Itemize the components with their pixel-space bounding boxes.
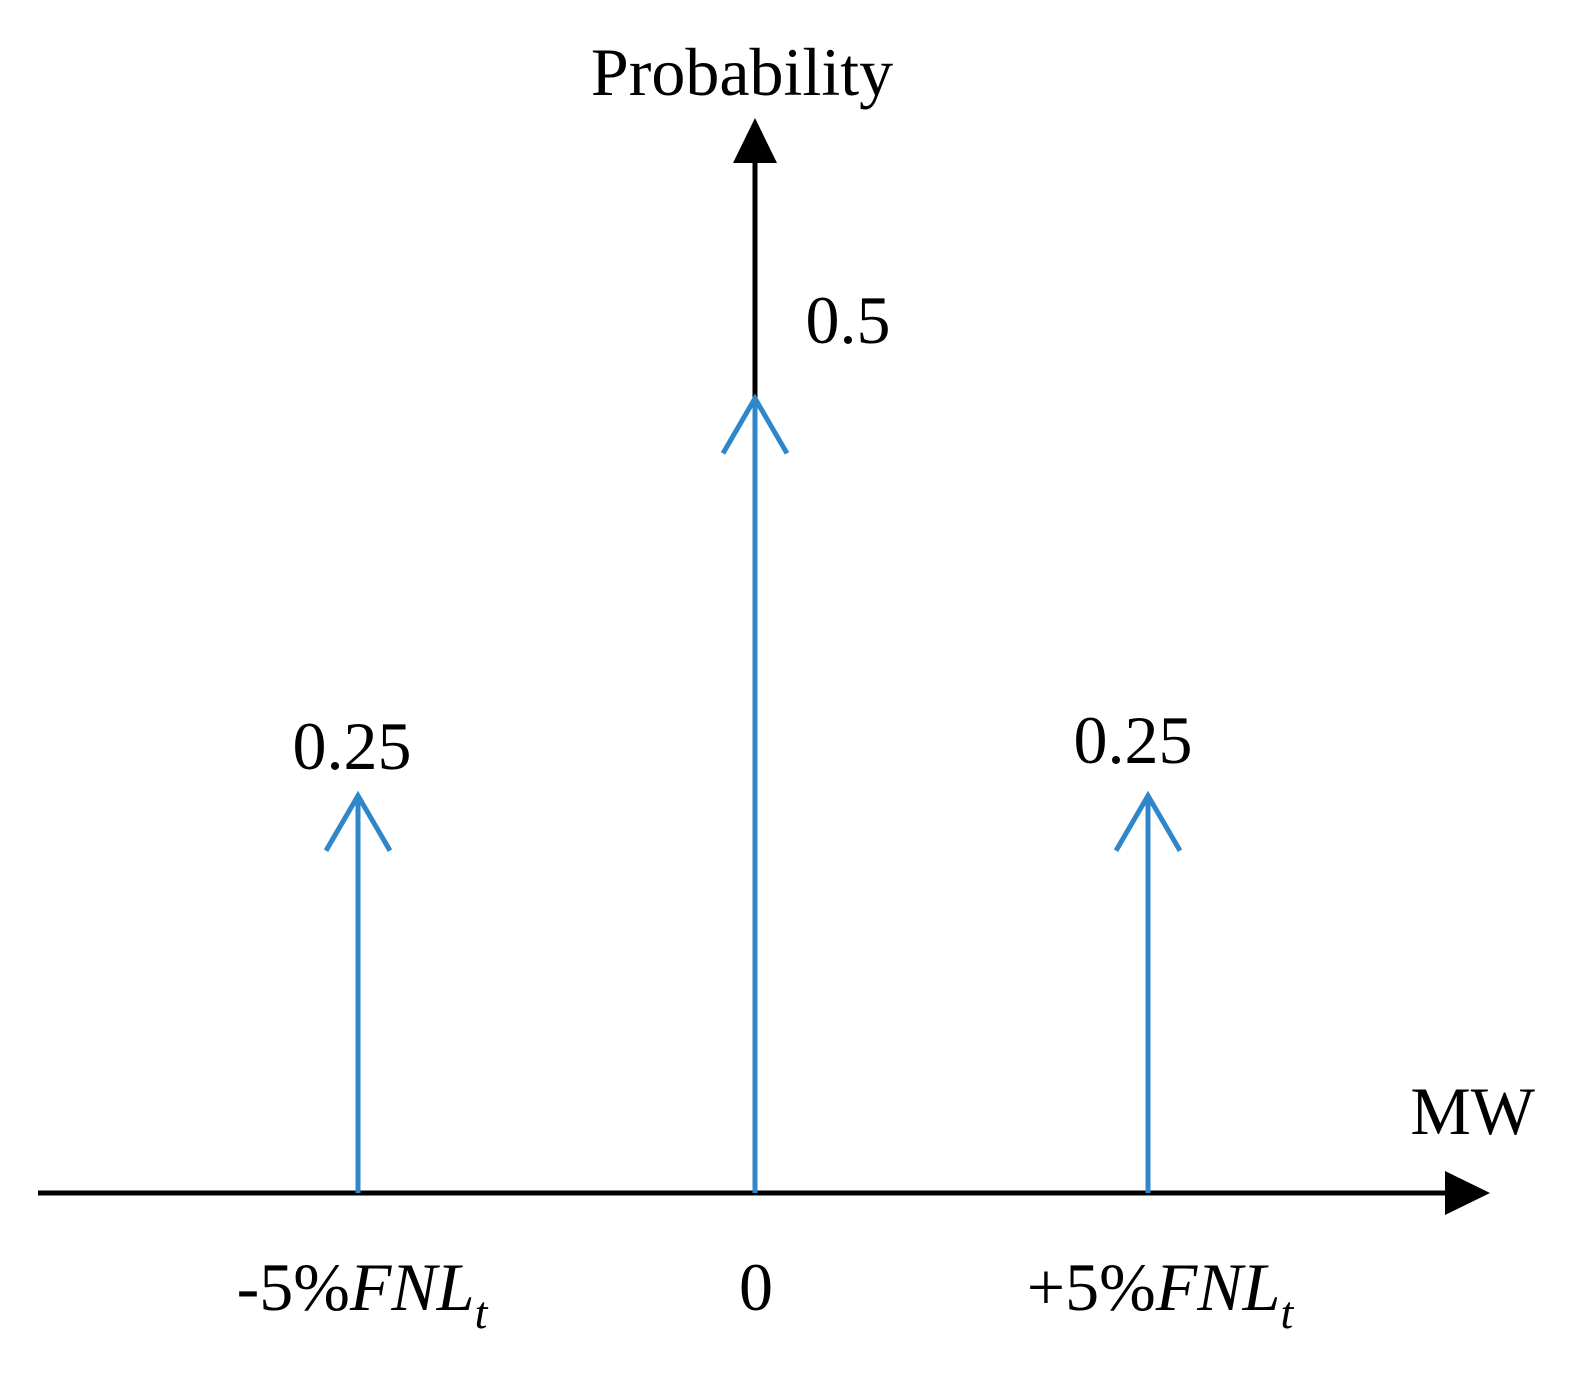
tick-prefix: +5% [1026, 1249, 1156, 1325]
y-axis-label: Probability [590, 34, 894, 110]
tick-main: FNL [1155, 1249, 1281, 1325]
value-label-0: 0.25 [292, 708, 412, 784]
tick-subscript: t [474, 1287, 488, 1338]
x-axis-label: MW [1410, 1073, 1535, 1149]
tick-label-2: +5%FNLt [1027, 1253, 1294, 1336]
value-label-1: 0.5 [805, 282, 891, 358]
tick-subscript: t [1280, 1287, 1294, 1338]
tick-main: FNL [349, 1249, 475, 1325]
tick-main: 0 [739, 1249, 773, 1325]
tick-label-1: 0 [739, 1253, 773, 1321]
x-axis-arrowhead [1445, 1171, 1490, 1215]
stem-arrowhead-1 [720, 393, 790, 455]
tick-prefix: -5% [236, 1249, 350, 1325]
y-axis-arrowhead [733, 118, 777, 163]
stems-group [323, 393, 1183, 1193]
value-label-2: 0.25 [1073, 702, 1193, 778]
tick-label-0: -5%FNLt [237, 1253, 488, 1336]
stem-arrowhead-0 [323, 790, 393, 852]
stem-arrowhead-2 [1113, 790, 1183, 852]
